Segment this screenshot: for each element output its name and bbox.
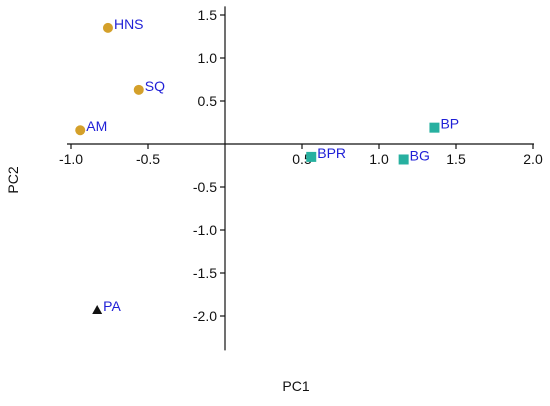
data-points: HNS SQ AM BPR BP BG PA bbox=[75, 16, 459, 314]
x-tick-label: 2.0 bbox=[523, 151, 543, 167]
x-tick-label: -1.0 bbox=[59, 151, 83, 167]
point-label: SQ bbox=[145, 78, 165, 94]
y-tick-label: -1.0 bbox=[193, 222, 217, 238]
y-tick-label: 0.5 bbox=[198, 93, 218, 109]
y-axis-title: PC2 bbox=[5, 166, 21, 193]
point-marker bbox=[133, 84, 144, 95]
x-axis-title: PC1 bbox=[282, 378, 309, 394]
y-tick-label: 1.5 bbox=[198, 7, 218, 23]
point-marker bbox=[75, 125, 86, 136]
x-tick-label: -0.5 bbox=[136, 151, 160, 167]
point-label: HNS bbox=[114, 16, 144, 32]
point-label: AM bbox=[86, 118, 107, 134]
point-marker bbox=[306, 151, 317, 162]
point-marker bbox=[398, 154, 409, 165]
x-tick-label: 1.5 bbox=[446, 151, 466, 167]
point-marker bbox=[429, 122, 440, 133]
axes bbox=[67, 6, 534, 351]
x-tick-label: 1.0 bbox=[369, 151, 389, 167]
point-label: PA bbox=[103, 298, 121, 314]
point-label: BG bbox=[410, 147, 430, 163]
y-tick-label: -0.5 bbox=[193, 179, 217, 195]
y-tick-label: -2.0 bbox=[193, 308, 217, 324]
point-marker bbox=[92, 304, 103, 314]
point-label: BP bbox=[440, 116, 459, 132]
point-marker bbox=[102, 22, 113, 33]
ticks: -1.0 -0.5 0.5 1.0 1.5 2.01.51.00.5-0.5-1.0-1.… bbox=[59, 7, 543, 324]
point-label: BPR bbox=[317, 145, 346, 161]
y-tick-label: 1.0 bbox=[198, 50, 218, 66]
y-tick-label: -1.5 bbox=[193, 265, 217, 281]
